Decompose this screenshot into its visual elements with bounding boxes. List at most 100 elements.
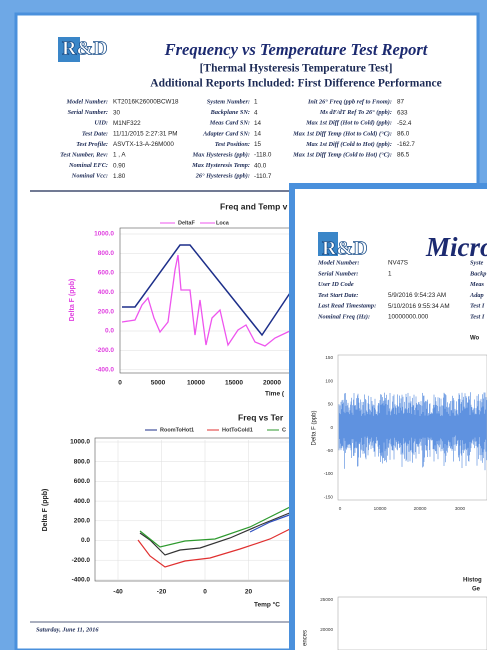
info-label: Meas Card SN: (209, 120, 250, 127)
y-tick-label: 400.0 (98, 289, 115, 296)
info-label: Max 1st Diff Temp (Cold to Hot) (°C): (292, 151, 392, 158)
x-tick-label: 15000 (225, 380, 243, 387)
info-value: 1.80 (113, 173, 126, 180)
noise-trace (338, 392, 487, 471)
info-value: 5/9/2016 9:54:23 AM (388, 292, 446, 299)
info-label: Model Number: (317, 259, 359, 266)
info-value: 14 (254, 120, 262, 127)
front-logo: R&D (322, 238, 368, 260)
info-label: Test Number, Rev: (60, 151, 108, 158)
x-tick-label: 20000 (263, 380, 281, 387)
info-value: M1NF322 (113, 120, 141, 127)
info-label: Test Profile: (76, 141, 108, 148)
info-label: Ms dF/dT Ref To 26° (ppb): (319, 109, 392, 116)
info-label: User ID Code (318, 281, 354, 288)
y-tick-label: 150 (325, 355, 333, 360)
x-tick-label: 20 (245, 589, 253, 596)
x-tick-label: 0 (203, 589, 207, 596)
y-tick-label: 20000 (320, 627, 333, 632)
y-axis-label: Delta F (ppb) (42, 489, 49, 532)
x-axis-label: Time ( (265, 391, 285, 398)
info-label: Max 1st Diff Temp (Hot to Cold) (°C): (292, 130, 392, 137)
info-label: Adap (469, 292, 484, 299)
info-value: 1 (254, 99, 258, 106)
info-label: Serial Number: (68, 109, 108, 116)
info-value: -110.7 (254, 173, 272, 180)
chart-title: Freq vs Ter (238, 412, 284, 422)
y-tick-label: 0.0 (81, 537, 90, 544)
info-value: 1 , A (113, 152, 126, 159)
chart-title: Freq and Temp v (220, 201, 288, 211)
y-tick-label: 50 (328, 402, 334, 407)
curve-red (137, 527, 293, 568)
info-label: Test Start Date: (318, 292, 358, 299)
y-tick-label: 0.0 (105, 328, 114, 335)
hist-title: Ge (472, 587, 481, 593)
info-value: -118.0 (254, 152, 272, 159)
y-tick-label: -150 (324, 494, 334, 499)
info-value: 87 (397, 99, 405, 106)
footer-date: Saturday, June 11, 2016 (36, 626, 99, 633)
y-tick-label: 600.0 (98, 270, 115, 277)
x-tick-label: 10000 (187, 380, 205, 387)
info-label: 26° Hysteresis (ppb): (195, 173, 250, 180)
y-tick-label: 200.0 (98, 308, 115, 315)
info-label: Syste (470, 259, 483, 266)
y-tick-label: -100 (324, 471, 334, 476)
info-label: Init 26° Freq (ppb ref to Fnom): (307, 98, 392, 105)
info-label: System Number: (207, 98, 250, 105)
noise-plot-frame (337, 354, 487, 501)
info-value: 633 (397, 109, 408, 116)
curve-blue (249, 513, 293, 533)
info-label: Max Hysteresis Temp: (191, 162, 250, 169)
info-label: Test Date: (82, 130, 108, 137)
info-label: Backp (469, 270, 486, 277)
info-label: Test I (470, 303, 485, 310)
info-value: 4 (254, 109, 258, 116)
info-value: 40.0 (254, 162, 267, 169)
info-label: Test I (470, 313, 485, 320)
info-value: 0.90 (113, 162, 126, 169)
info-value: 86.5 (397, 152, 410, 159)
front-logo-icon (318, 232, 338, 256)
info-value: 11/11/2015 2:27:31 PM (113, 130, 178, 137)
info-value: 86.0 (397, 130, 410, 137)
info-label: Max Hysteresis (ppb): (192, 151, 250, 158)
y-tick-label: 100 (325, 378, 333, 383)
x-tick-label: 20000 (414, 506, 427, 511)
y-tick-label: -200.0 (96, 347, 115, 354)
info-value: NV47S (388, 260, 408, 267)
legend-entry: HotToCold1 (222, 427, 253, 433)
info-value: 5/10/2016 9:55:34 AM (388, 303, 450, 310)
y-tick-label: 400.0 (74, 498, 91, 505)
x-tick-label: 0 (339, 506, 342, 511)
info-value: 14 (254, 130, 262, 137)
temp-line (122, 244, 293, 337)
y-tick-label: 800.0 (98, 250, 115, 257)
deltaf-line (121, 254, 293, 347)
info-label: Adapter Card SN: (202, 130, 250, 137)
y-tick-label: 600.0 (74, 478, 91, 485)
info-label: Nominal Vcc: (71, 173, 108, 180)
y-axis-label: Delta F (ppb) (312, 410, 318, 445)
y-tick-label: 25000 (320, 597, 333, 602)
x-tick-label: 5000 (151, 380, 166, 387)
x-axis-label: Temp °C (254, 601, 280, 609)
info-value: 1 (388, 270, 392, 277)
info-value: KT2016K26000BCW18 (113, 99, 179, 106)
y-tick-label: 0 (330, 425, 333, 430)
y-tick-label: 200.0 (74, 518, 91, 525)
legend-entry: C (282, 427, 286, 433)
x-tick-label: -20 (157, 589, 167, 596)
front-title: Micro (425, 232, 487, 262)
info-value: 15 (254, 141, 262, 148)
legend-entry: DeltaF (178, 220, 195, 226)
info-value: ASVTX-13-A-26M000 (113, 141, 174, 148)
y-tick-label: 1000.0 (70, 439, 90, 446)
x-tick-label: 0 (118, 380, 122, 387)
info-label: UID: (94, 120, 108, 127)
y-tick-label: -200.0 (72, 557, 91, 564)
info-value: 30 (113, 109, 121, 116)
